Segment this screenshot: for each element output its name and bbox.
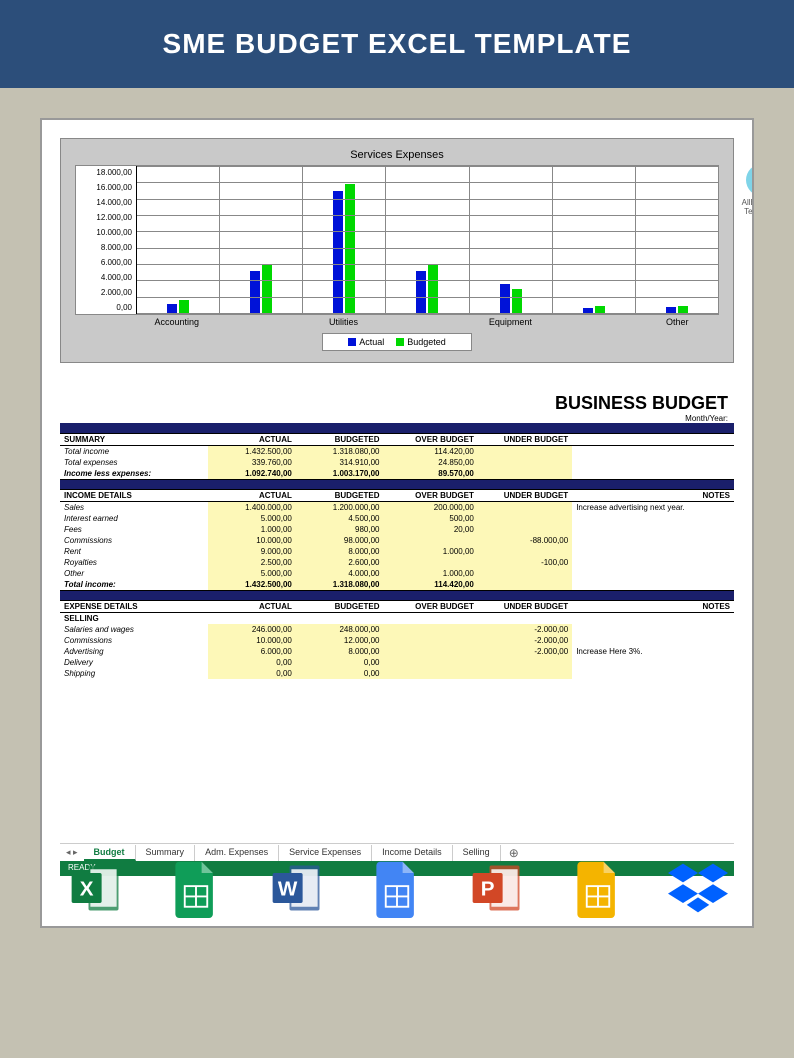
tab-nav-arrows[interactable]: ◂ ▸ [60, 847, 84, 858]
income-header-row: INCOME DETAILS ACTUAL BUDGETED OVER BUDG… [60, 489, 734, 501]
x-axis-labels: AccountingUtilitiesEquipmentOther [135, 315, 719, 327]
chart-legend: Actual Budgeted [322, 333, 472, 351]
gslides-icon[interactable] [568, 858, 628, 918]
header-title: SME BUDGET EXCEL TEMPLATE [163, 28, 632, 59]
page-wrapper: Services Expenses AllBusiness Templates … [0, 88, 794, 948]
plot-area [136, 166, 718, 314]
svg-text:P: P [481, 878, 495, 901]
budget-table: SUMMARY ACTUAL BUDGETED OVER BUDGET UNDE… [60, 423, 734, 679]
budget-subtitle: Month/Year: [60, 414, 734, 423]
word-icon[interactable]: W [267, 858, 327, 918]
dropbox-icon[interactable] [668, 858, 728, 918]
y-axis: 18.000,0016.000,0014.000,0012.000,0010.0… [76, 166, 136, 314]
budget-title: BUSINESS BUDGET [60, 393, 734, 414]
laptop-icon [746, 164, 754, 196]
bars-container [137, 166, 718, 313]
watermark-logo: AllBusiness Templates [742, 164, 754, 216]
spreadsheet-area: BUSINESS BUDGET Month/Year: SUMMARY ACTU… [60, 393, 734, 679]
sheets-icon[interactable] [166, 858, 226, 918]
file-format-icons: XWP [60, 858, 734, 918]
legend-budgeted: Budgeted [396, 337, 446, 347]
expense-header-row: EXPENSE DETAILS ACTUAL BUDGETED OVER BUD… [60, 600, 734, 612]
powerpoint-icon[interactable]: P [467, 858, 527, 918]
chart-title: Services Expenses [75, 149, 719, 161]
gdoc-icon[interactable] [367, 858, 427, 918]
chart-plot: 18.000,0016.000,0014.000,0012.000,0010.0… [75, 165, 719, 315]
svg-text:X: X [80, 878, 94, 901]
excel-icon[interactable]: X [66, 858, 126, 918]
summary-header-row: SUMMARY ACTUAL BUDGETED OVER BUDGET UNDE… [60, 433, 734, 445]
header-banner: SME BUDGET EXCEL TEMPLATE [0, 0, 794, 88]
template-page: Services Expenses AllBusiness Templates … [40, 118, 754, 928]
legend-actual: Actual [348, 337, 384, 347]
svg-text:W: W [278, 878, 298, 901]
watermark-text1: AllBusiness [742, 198, 754, 207]
chart-panel: Services Expenses AllBusiness Templates … [60, 138, 734, 363]
watermark-text2: Templates [742, 207, 754, 216]
